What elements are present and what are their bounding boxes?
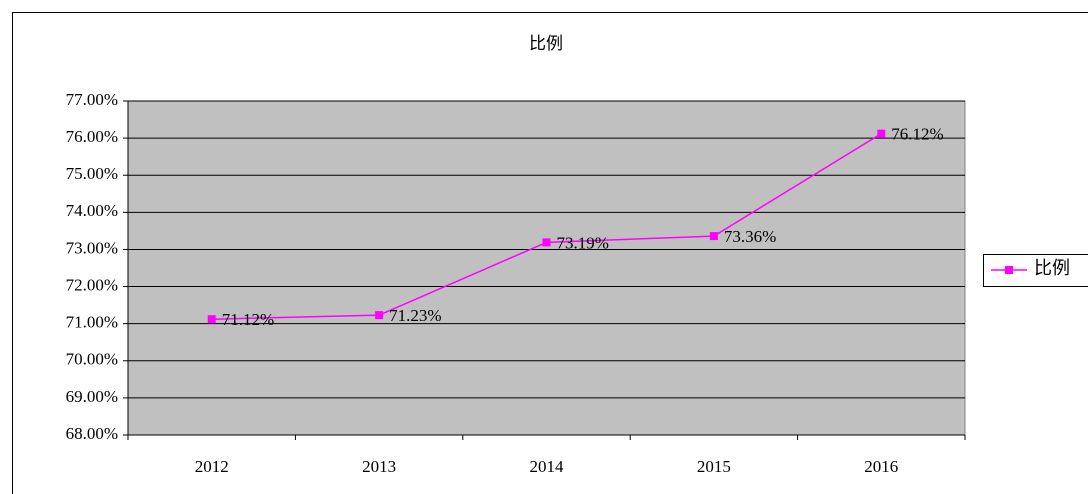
- data-point: [542, 238, 551, 247]
- chart-title: 比例: [529, 34, 563, 53]
- y-tick-label: 70.00%: [66, 350, 118, 369]
- data-label: 73.19%: [557, 233, 609, 252]
- data-point: [207, 315, 216, 324]
- data-label: 71.12%: [222, 310, 274, 329]
- x-tick-label: 2015: [697, 457, 731, 476]
- y-tick-label: 74.00%: [66, 201, 118, 220]
- data-point: [877, 129, 886, 138]
- y-tick-label: 75.00%: [66, 164, 118, 183]
- y-tick-label: 77.00%: [66, 90, 118, 109]
- y-tick-label: 76.00%: [66, 127, 118, 146]
- data-point: [709, 232, 718, 241]
- y-tick-label: 68.00%: [66, 424, 118, 443]
- x-tick-label: 2013: [362, 457, 396, 476]
- x-tick-label: 2012: [195, 457, 229, 476]
- legend-marker: [1005, 266, 1013, 274]
- legend-label: 比例: [1034, 258, 1070, 278]
- y-tick-label: 72.00%: [66, 275, 118, 294]
- data-label: 76.12%: [891, 125, 943, 144]
- x-tick-label: 2014: [530, 457, 565, 476]
- y-tick-label: 71.00%: [66, 313, 118, 332]
- plot-area: [127, 100, 966, 436]
- y-tick-label: 69.00%: [66, 387, 118, 406]
- y-tick-label: 73.00%: [66, 238, 118, 257]
- data-point: [375, 311, 384, 320]
- x-tick-label: 2016: [864, 457, 898, 476]
- data-label: 71.23%: [389, 306, 441, 325]
- data-label: 73.36%: [724, 227, 776, 246]
